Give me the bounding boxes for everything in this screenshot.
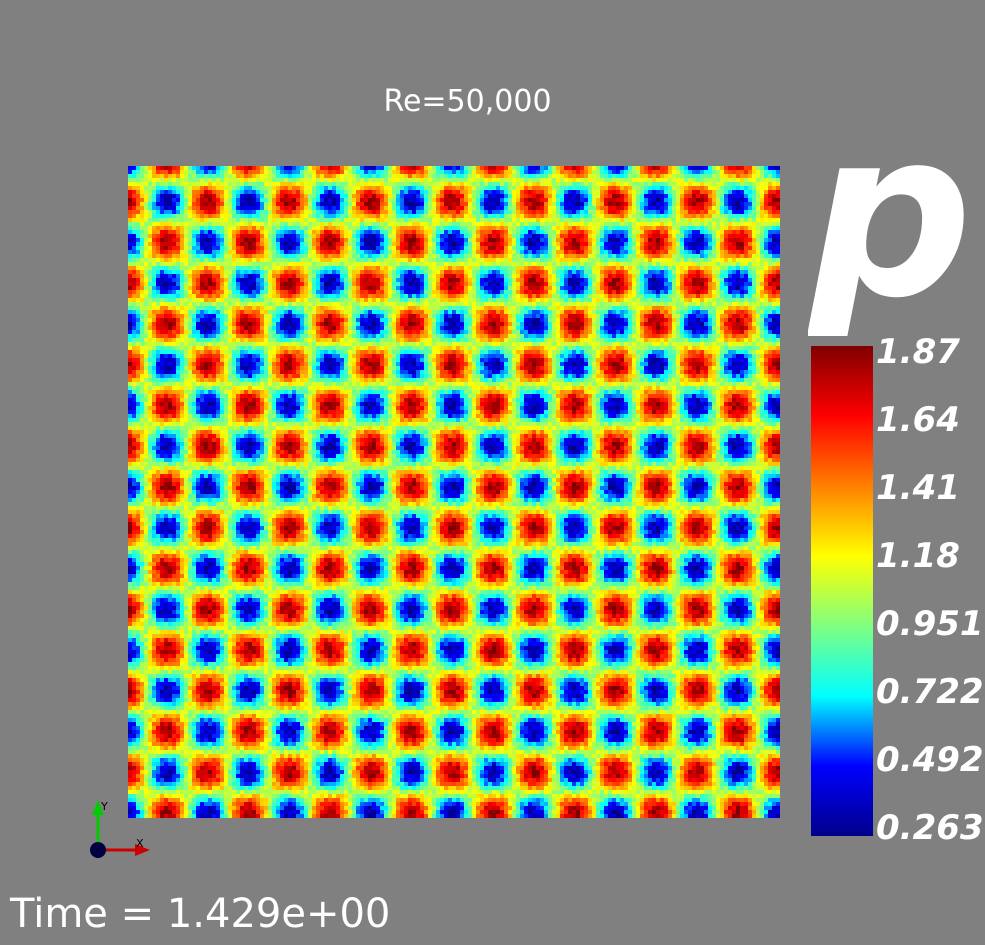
colorbar-title: p xyxy=(808,96,973,336)
y-axis-arrowhead xyxy=(92,800,104,815)
orientation-axes: Y X xyxy=(90,800,150,858)
x-axis-label: X xyxy=(136,837,144,850)
pressure-heatmap xyxy=(128,166,780,818)
colorbar-tick-label: 0.951 xyxy=(876,604,984,644)
colorbar-gradient xyxy=(811,346,873,836)
colorbar-tick-label: 1.41 xyxy=(876,468,960,508)
colorbar-tick-label: 0.722 xyxy=(876,672,984,712)
colorbar-tick-label: 1.18 xyxy=(876,536,960,576)
y-axis-label: Y xyxy=(100,800,108,813)
colorbar-tick-label: 0.492 xyxy=(876,740,984,780)
x-axis-arrowhead xyxy=(135,844,150,856)
colorbar-tick-label: 1.64 xyxy=(876,400,960,440)
colorbar-tick-label: 0.263 xyxy=(876,808,984,848)
axes-origin xyxy=(90,842,106,858)
time-annotation: Time = 1.429e+00 xyxy=(10,891,391,937)
colorbar-tick-label: 1.87 xyxy=(876,332,960,372)
chart-title: Re=50,000 xyxy=(383,84,552,119)
colorbar xyxy=(811,346,873,836)
heatmap-plot xyxy=(128,166,780,818)
